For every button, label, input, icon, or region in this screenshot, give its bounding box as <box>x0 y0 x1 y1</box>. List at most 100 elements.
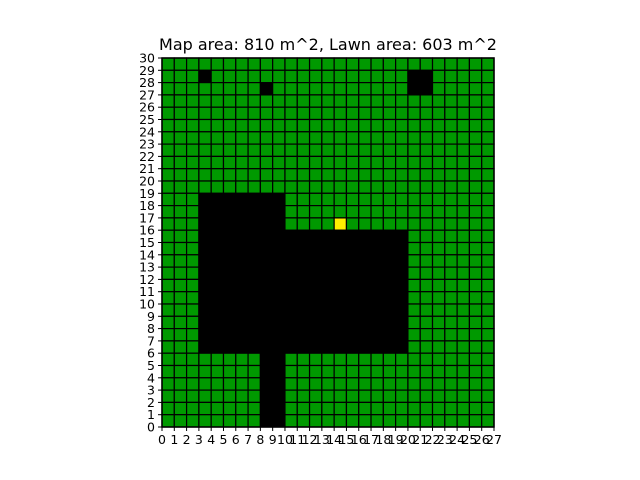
lawn-cell <box>223 95 235 107</box>
obstacle-cell <box>383 267 395 279</box>
obstacle-cell <box>236 206 248 218</box>
lawn-cell <box>273 132 285 144</box>
lawn-cell <box>223 132 235 144</box>
lawn-cell <box>433 366 445 378</box>
lawn-cell <box>359 415 371 427</box>
lawn-cell <box>383 390 395 402</box>
lawn-cell <box>469 230 481 242</box>
lawn-cell <box>433 402 445 414</box>
x-tick-label: 0 <box>158 432 166 447</box>
lawn-cell <box>223 378 235 390</box>
obstacle-cell <box>297 329 309 341</box>
lawn-cell <box>420 243 432 255</box>
obstacle-cell <box>260 415 272 427</box>
lawn-cell <box>445 378 457 390</box>
lawn-cell <box>346 390 358 402</box>
lawn-cell <box>433 415 445 427</box>
lawn-cell <box>433 329 445 341</box>
lawn-cell <box>469 218 481 230</box>
lawn-cell <box>297 181 309 193</box>
obstacle-cell <box>199 206 211 218</box>
obstacle-cell <box>199 243 211 255</box>
obstacle-cell <box>285 341 297 353</box>
obstacle-cell <box>297 341 309 353</box>
lawn-cell <box>174 353 186 365</box>
lawn-cell <box>297 193 309 205</box>
lawn-cell <box>310 402 322 414</box>
lawn-cell <box>359 218 371 230</box>
lawn-cell <box>273 169 285 181</box>
lawn-cell <box>482 70 494 82</box>
lawn-cell <box>359 206 371 218</box>
lawn-cell <box>383 415 395 427</box>
lawn-cell <box>408 304 420 316</box>
obstacle-cell <box>260 193 272 205</box>
lawn-cell <box>285 132 297 144</box>
lawn-cell <box>420 58 432 70</box>
lawn-cell <box>174 144 186 156</box>
lawn-cell <box>408 206 420 218</box>
x-tick-label: 5 <box>220 432 228 447</box>
lawn-cell <box>310 193 322 205</box>
lawn-cell <box>408 366 420 378</box>
lawn-cell <box>322 144 334 156</box>
lawn-cell <box>187 402 199 414</box>
obstacle-cell <box>310 267 322 279</box>
lawn-cell <box>433 58 445 70</box>
obstacle-cell <box>396 230 408 242</box>
lawn-cell <box>162 107 174 119</box>
obstacle-cell <box>346 279 358 291</box>
obstacle-cell <box>359 341 371 353</box>
lawn-cell <box>334 120 346 132</box>
obstacle-cell <box>383 243 395 255</box>
lawn-cell <box>383 107 395 119</box>
lawn-cell <box>162 378 174 390</box>
lawn-cell <box>187 353 199 365</box>
lawn-cell <box>396 120 408 132</box>
lawn-cell <box>396 144 408 156</box>
lawn-cell <box>445 267 457 279</box>
lawn-cell <box>371 206 383 218</box>
obstacle-cell <box>273 341 285 353</box>
lawn-cell <box>236 70 248 82</box>
lawn-cell <box>199 120 211 132</box>
lawn-cell <box>334 95 346 107</box>
lawn-cell <box>187 95 199 107</box>
obstacle-cell <box>334 267 346 279</box>
lawn-cell <box>469 415 481 427</box>
lawn-cell <box>334 193 346 205</box>
obstacle-cell <box>310 304 322 316</box>
lawn-cell <box>334 58 346 70</box>
lawn-cell <box>457 58 469 70</box>
lawn-cell <box>457 169 469 181</box>
lawn-cell <box>211 95 223 107</box>
lawn-cell <box>199 95 211 107</box>
obstacle-cell <box>297 230 309 242</box>
obstacle-cell <box>297 292 309 304</box>
lawn-cell <box>383 132 395 144</box>
lawn-cell <box>371 107 383 119</box>
obstacle-cell <box>334 292 346 304</box>
obstacle-cell <box>211 230 223 242</box>
lawn-cell <box>236 132 248 144</box>
obstacle-cell <box>359 292 371 304</box>
lawn-cell <box>322 366 334 378</box>
x-tick-label: 9 <box>269 432 277 447</box>
lawn-cell <box>383 353 395 365</box>
lawn-cell <box>285 144 297 156</box>
lawn-cell <box>211 107 223 119</box>
obstacle-cell <box>211 279 223 291</box>
mower-cell <box>334 218 346 230</box>
lawn-cell <box>383 144 395 156</box>
obstacle-cell <box>273 255 285 267</box>
lawn-cell <box>359 83 371 95</box>
lawn-cell <box>322 120 334 132</box>
lawn-cell <box>383 366 395 378</box>
lawn-cell <box>310 132 322 144</box>
obstacle-cell <box>211 304 223 316</box>
lawn-cell <box>445 415 457 427</box>
obstacle-cell <box>223 193 235 205</box>
obstacle-cell <box>383 316 395 328</box>
lawn-cell <box>371 95 383 107</box>
obstacle-cell <box>310 329 322 341</box>
